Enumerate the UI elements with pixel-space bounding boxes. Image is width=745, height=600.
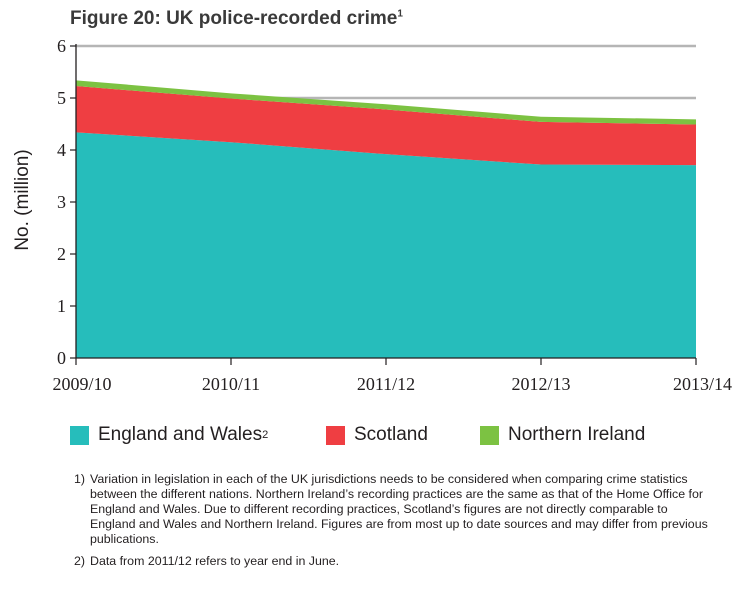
y-tick-label: 4 [57,140,66,160]
footnote-number: 2) [74,554,86,568]
area-chart: 0 1 2 3 4 5 6 2009/10 2010/11 2011/12 2012/13 2013… [12,36,732,394]
legend-label: Northern Ireland [508,424,646,445]
x-tick-label: 2011/12 [357,374,415,394]
y-tick-label: 3 [57,192,66,212]
y-tick-label: 0 [57,348,66,368]
legend-footnote: 2 [262,429,269,441]
y-axis-ticks: 0 1 2 3 4 5 6 [57,36,76,368]
footnote-number: 1) [74,472,86,486]
legend-label: Scotland [354,424,428,445]
x-axis-ticks: 2009/10 2010/11 2011/12 2012/13 2013/14 [52,358,732,394]
chart-title-footnote: 1 [397,8,403,20]
legend-label: England and Wales [98,424,263,445]
footnotes: 1) Variation in legislation in each of th… [74,472,714,576]
chart-areas [76,80,696,358]
y-tick-label: 2 [57,244,66,264]
chart-title-text: Figure 20: UK police-recorded crime [70,8,398,29]
y-axis-label: No. (million) [12,149,33,250]
legend-swatch [70,425,89,445]
area-northern-ireland [76,80,696,125]
legend-swatch [326,425,345,445]
area-scotland [76,86,696,166]
y-tick-label: 5 [57,88,66,108]
footnote-2: 2) Data from 2011/12 refers to year end i… [74,554,714,569]
legend-item-england-and-wales: England and Wales 2 [70,424,268,446]
x-tick-label: 2012/13 [511,374,570,394]
y-tick-label: 6 [57,36,66,56]
legend-item-scotland: Scotland [326,424,428,446]
legend-swatch [480,425,499,445]
x-tick-label: 2013/14 [673,374,732,394]
chart-legend: England and Wales 2 Scotland Northern Irela… [70,424,730,452]
footnote-text: Variation in legislation in each of the … [90,472,708,546]
footnote-1: 1) Variation in legislation in each of th… [74,472,714,547]
legend-item-northern-ireland: Northern Ireland [480,424,645,446]
chart-title: Figure 20: UK police-recorded crime1 [70,8,403,30]
y-tick-label: 1 [57,296,66,316]
area-england-and-wales [76,132,696,358]
x-tick-label: 2010/11 [202,374,260,394]
footnote-text: Data from 2011/12 refers to year end in … [90,554,340,568]
x-tick-label: 2009/10 [52,374,111,394]
